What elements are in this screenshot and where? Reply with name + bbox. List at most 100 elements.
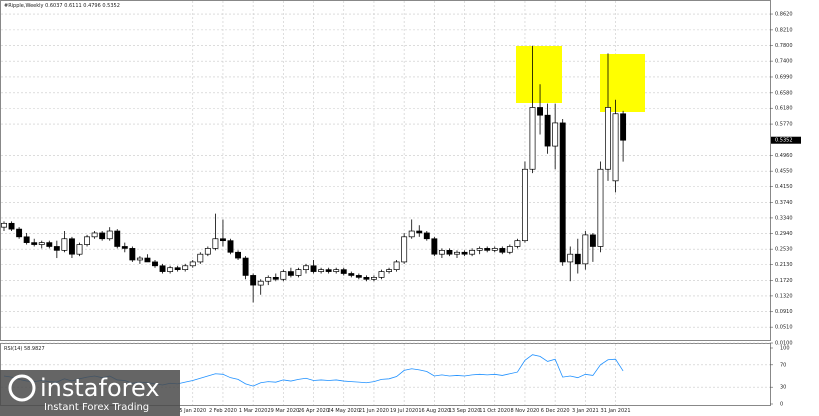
- candle-body: [227, 240, 234, 253]
- x-tick-label: 19 Jul 2020: [390, 408, 418, 414]
- candle-body: [257, 280, 264, 286]
- candle-body: [38, 242, 45, 245]
- candle-body: [348, 273, 355, 276]
- y-tick-label: 0: [780, 402, 783, 408]
- highlight-box: [516, 46, 562, 103]
- candle-body: [76, 244, 83, 255]
- candle-body: [446, 249, 453, 255]
- candle-body: [582, 234, 589, 265]
- candle-body: [574, 253, 581, 265]
- candle-body: [325, 269, 332, 272]
- candle-body: [333, 269, 340, 272]
- candle-body: [605, 107, 611, 170]
- candle-body: [454, 251, 460, 255]
- x-tick-label: 5 Jan 2020: [179, 408, 206, 414]
- candle-body: [597, 168, 604, 247]
- x-tick-label: 31 Jan 2021: [601, 408, 631, 414]
- candle-body: [121, 246, 128, 249]
- x-tick-label: 16 Aug 2020: [418, 408, 450, 414]
- rsi-title: RSI(14): [4, 346, 22, 352]
- candle-body: [386, 269, 393, 272]
- candle-body: [61, 238, 68, 251]
- candle-body: [506, 246, 513, 253]
- candle-body: [537, 107, 544, 116]
- x-tick-label: 6 Dec 2020: [541, 408, 570, 414]
- x-tick-label: 21 Jun 2020: [359, 408, 389, 414]
- candle-body: [265, 277, 272, 282]
- y-tick-label: 0.7800: [775, 43, 793, 49]
- grid-layer: 0.8620 0.8210 0.7800 0.7400 0.6990 0.6580 0.61…: [1, 1, 793, 414]
- candle-body: [220, 238, 226, 242]
- x-tick-label: 11 Oct 2020: [479, 408, 510, 414]
- candle-body: [250, 275, 257, 286]
- x-tick-label: 1 Mar 2020: [239, 408, 268, 414]
- x-tick-label: 2 Feb 2020: [209, 408, 237, 414]
- candle-body: [31, 242, 38, 245]
- y-tick-label: 0.0510: [775, 325, 793, 331]
- candle-body: [152, 261, 158, 267]
- candle-body: [612, 113, 619, 182]
- candle-body: [91, 232, 98, 238]
- y-tick-label: 70: [780, 362, 786, 368]
- candle-body: [544, 114, 551, 147]
- y-tick-label: 0.2530: [775, 247, 793, 253]
- candle-body: [340, 269, 347, 274]
- candle-body: [514, 240, 521, 247]
- candle-body: [272, 277, 279, 280]
- candle-body: [559, 122, 566, 263]
- y-tick-label: 0.4960: [775, 153, 793, 159]
- candle-body: [68, 238, 75, 255]
- candle-body: [99, 232, 106, 240]
- candle-body: [159, 265, 166, 272]
- candle-body: [378, 271, 385, 278]
- candle-body: [521, 168, 528, 242]
- candle-body: [1, 222, 7, 228]
- current-price-label: 0.5352: [775, 138, 793, 144]
- candle-body: [144, 257, 151, 263]
- watermark-brand: instaforex: [40, 374, 160, 402]
- candle-body: [567, 253, 574, 263]
- candle-body: [529, 107, 536, 170]
- watermark-logo: [8, 374, 36, 402]
- candle-body: [129, 248, 136, 261]
- y-tick-label: 100: [780, 346, 790, 352]
- candle-body: [310, 265, 317, 272]
- candle-body: [197, 253, 204, 263]
- y-tick-label: 0.0910: [775, 309, 793, 315]
- candle-body: [212, 238, 219, 249]
- y-tick-label: 0.1720: [775, 278, 793, 284]
- highlight-box: [600, 54, 645, 112]
- candle-body: [401, 236, 408, 263]
- main-panel: [0, 0, 771, 341]
- y-tick-label: 0.3340: [775, 215, 793, 221]
- candle-body: [53, 246, 60, 251]
- candle-body: [8, 222, 15, 230]
- candle-body: [84, 236, 90, 245]
- y-tick-label: 0.2940: [775, 231, 793, 237]
- candle-body: [416, 230, 423, 234]
- low-value: 0.4796: [83, 3, 101, 9]
- high-value: 0.6111: [64, 3, 82, 9]
- candle-body: [280, 271, 287, 280]
- x-tick-label: 13 Sep 2020: [449, 408, 481, 414]
- candle-body: [204, 248, 211, 255]
- candle-body: [476, 248, 483, 251]
- y-tick-label: 0.8620: [775, 12, 793, 18]
- watermark: instaforex Instant Forex Trading: [0, 370, 180, 416]
- x-tick-label: 24 May 2020: [327, 408, 360, 414]
- x-tick-label: 3 Jan 2021: [572, 408, 599, 414]
- candle-body: [174, 267, 181, 270]
- candle-body: [620, 113, 627, 141]
- candle-body: [167, 267, 174, 272]
- rsi-header: RSI(14) 58.9827: [4, 346, 45, 352]
- y-tick-label: 0.8210: [775, 27, 793, 33]
- candle-body: [16, 228, 23, 238]
- candle-body: [287, 271, 294, 276]
- candle-body: [469, 249, 476, 255]
- y-tick-label: 0.6990: [775, 74, 793, 80]
- close-value: 0.5352: [102, 3, 120, 9]
- candle-body: [393, 261, 400, 270]
- candle-body: [23, 236, 30, 243]
- marks-layer: 0.5352: [1, 45, 801, 387]
